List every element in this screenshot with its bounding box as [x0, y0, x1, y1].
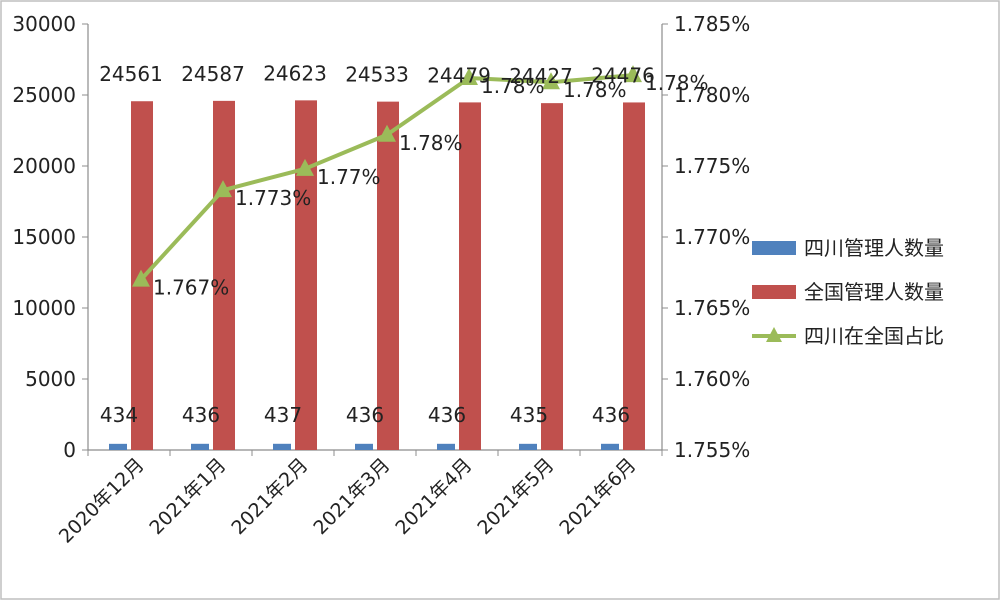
legend-swatch-sichuan: [752, 241, 796, 255]
y-right-tick-label: 1.775%: [674, 154, 750, 178]
bar-national-data-label: 24427: [509, 64, 573, 88]
bar-national: [623, 102, 645, 451]
bar-national-data-label: 24476: [591, 63, 655, 87]
legend-label: 全国管理人数量: [804, 280, 944, 304]
line-data-label: 1.77%: [317, 165, 381, 189]
line-point-marker: [624, 65, 642, 83]
y-right-tick-label: 1.785%: [674, 12, 750, 36]
line-point-marker: [214, 180, 232, 198]
line-data-label: 1.78%: [563, 78, 627, 102]
y-right-tick-label: 1.755%: [674, 438, 750, 462]
bar-sichuan-data-label: 436: [592, 403, 630, 427]
line-data-label: 1.767%: [153, 276, 229, 300]
line-data-label: 1.78%: [481, 74, 545, 98]
bar-national: [295, 100, 317, 451]
data-labels: 434 436 437 436 436 435 436 24561 24587 24623 2453…: [99, 61, 708, 427]
y-left-tick-label: 15000: [12, 225, 76, 249]
y-left-tick-label: 0: [63, 438, 76, 462]
y-left-tick-label: 20000: [12, 154, 76, 178]
bar-sichuan-data-label: 435: [510, 403, 548, 427]
legend-swatch-share-marker: [766, 327, 782, 342]
bar-national-data-label: 24587: [181, 62, 245, 86]
y-left-tick-label: 25000: [12, 83, 76, 107]
bar-national-data-label: 24533: [345, 63, 409, 87]
bar-sichuan: [191, 443, 209, 450]
bar-national-data-label: 24623: [263, 61, 327, 85]
line-series: [132, 65, 642, 287]
y-right-tick-label: 1.770%: [674, 225, 750, 249]
line-point-marker: [460, 67, 478, 85]
y-left-tick-label: 30000: [12, 12, 76, 36]
legend-label: 四川管理人数量: [804, 236, 944, 260]
bar-national-data-label: 24561: [99, 62, 163, 86]
bar-sichuan: [601, 443, 619, 450]
line-point-marker: [378, 124, 396, 142]
legend-swatch-national: [752, 285, 796, 299]
bar-national: [541, 103, 563, 450]
bar-national: [459, 102, 481, 451]
bar-sichuan-data-label: 434: [100, 403, 138, 427]
bar-sichuan: [273, 443, 291, 450]
bar-sichuan: [355, 443, 373, 450]
y-right-tick-label: 1.760%: [674, 367, 750, 391]
bar-sichuan-data-label: 436: [182, 403, 220, 427]
line-data-label: 1.78%: [645, 71, 709, 95]
bar-national-data-label: 24479: [427, 63, 491, 87]
legend-label: 四川在全国占比: [804, 324, 944, 348]
line-data-label: 1.773%: [235, 186, 311, 210]
bar-sichuan: [437, 443, 455, 450]
y-left-tick-label: 5000: [25, 367, 76, 391]
bar-sichuan: [109, 443, 127, 450]
line-point-marker: [132, 269, 150, 287]
y-right-tick-label: 1.765%: [674, 296, 750, 320]
line-point-marker: [542, 72, 560, 90]
bar-sichuan-data-label: 436: [346, 403, 384, 427]
bar-sichuan-data-label: 436: [428, 403, 466, 427]
y-left-tick-label: 10000: [12, 296, 76, 320]
y-right-tick-label: 1.780%: [674, 83, 750, 107]
bar-sichuan: [519, 443, 537, 450]
bar-national: [377, 101, 399, 450]
line-point-marker: [296, 158, 314, 176]
bar-sichuan-data-label: 437: [264, 403, 302, 427]
line-data-label: 1.78%: [399, 131, 463, 155]
